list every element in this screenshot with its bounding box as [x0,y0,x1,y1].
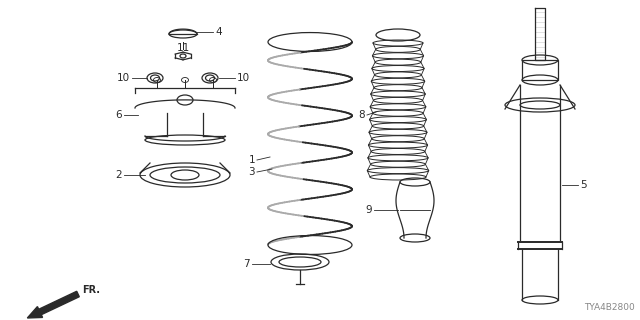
Text: 7: 7 [243,259,250,269]
Text: 1: 1 [248,155,255,165]
Text: 10: 10 [237,73,250,83]
Text: 4: 4 [215,27,221,37]
Text: FR.: FR. [82,285,100,295]
FancyArrow shape [28,291,79,318]
Text: 10: 10 [117,73,130,83]
Text: TYA4B2800: TYA4B2800 [584,303,635,312]
Text: 6: 6 [115,110,122,120]
Text: 9: 9 [365,205,372,215]
Text: 3: 3 [248,167,255,177]
Text: 11: 11 [177,43,189,53]
Text: 5: 5 [580,180,587,190]
Text: 8: 8 [358,110,365,120]
Text: 2: 2 [115,170,122,180]
